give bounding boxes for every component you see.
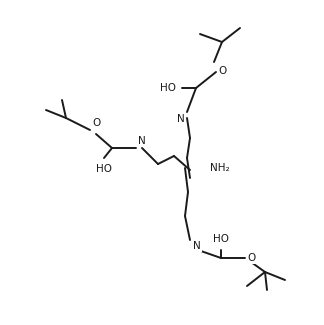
Text: N: N bbox=[138, 136, 146, 146]
Text: HO: HO bbox=[213, 234, 229, 244]
Text: O: O bbox=[218, 66, 226, 76]
Text: HO: HO bbox=[160, 83, 176, 93]
Text: HO: HO bbox=[96, 164, 112, 174]
Text: N: N bbox=[177, 114, 185, 124]
Text: O: O bbox=[247, 253, 255, 263]
Text: NH₂: NH₂ bbox=[210, 163, 230, 173]
Text: O: O bbox=[92, 118, 100, 128]
Text: N: N bbox=[193, 241, 201, 251]
